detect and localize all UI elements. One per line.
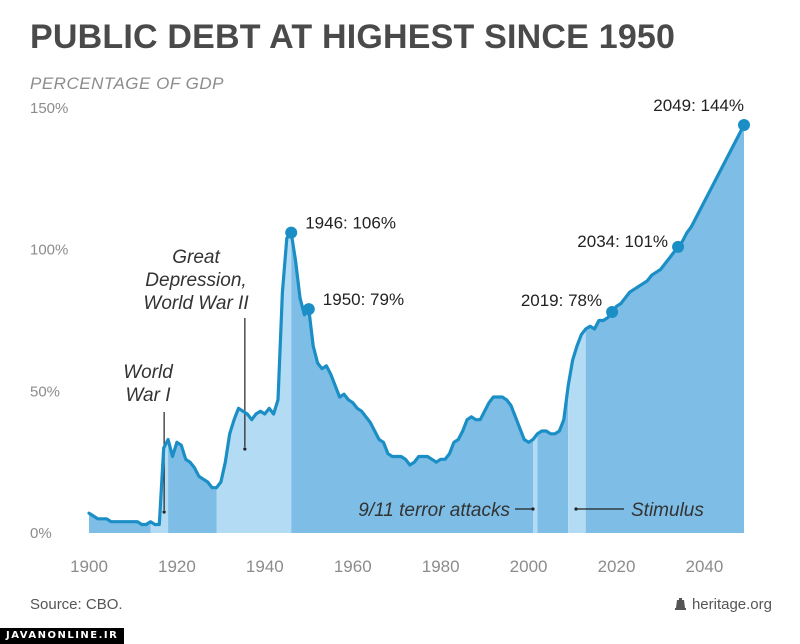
credit[interactable]: heritage.org [674,596,772,613]
x-axis: 1900 1920 1940 1960 1980 2000 2020 2040 [70,557,723,576]
point-2034 [672,240,685,253]
sept11-marker-dot [531,507,535,511]
source-note: Source: CBO. [30,596,123,613]
chart-title: PUBLIC DEBT AT HIGHEST SINCE 1950 [30,18,676,56]
x-tick-label: 1920 [158,557,196,576]
area-period-8 [585,125,744,533]
event-label-stimulus: Stimulus [631,500,704,521]
area-period-7 [568,329,586,533]
chart-subtitle: PERCENTAGE OF GDP [30,74,224,93]
event-label-depression: Depression, [145,270,246,291]
point-1946 [285,226,298,239]
x-tick-label: 2040 [686,557,724,576]
area-period-6 [537,385,569,533]
liberty-bell-icon [674,598,686,610]
point-label-2049: 2049: 144% [653,96,744,115]
point-label-2034: 2034: 101% [577,232,668,251]
x-tick-label: 1940 [246,557,284,576]
area-period-4 [291,232,533,533]
y-tick-label: 150% [30,100,68,117]
point-label-1950: 1950: 79% [323,290,404,309]
area-period-5 [533,433,538,533]
x-tick-label: 1980 [422,557,460,576]
series-line-group [87,123,746,527]
point-2019 [606,306,619,318]
point-1950 [302,303,315,316]
series-line [87,123,746,527]
stimulus-marker-dot [574,507,578,511]
event-label-depression: Great [172,247,220,268]
point-label-2019: 2019: 78% [521,291,602,310]
y-tick-label: 0% [30,525,52,542]
y-axis: 0% 50% 100% 150% [30,100,68,542]
event-label-wwi: War I [125,385,171,406]
event-label-sept11: 9/11 terror attacks [358,500,510,521]
x-tick-label: 2000 [510,557,548,576]
y-tick-label: 50% [30,383,60,400]
credit-label: heritage.org [691,596,772,613]
area-period-2 [168,439,217,533]
y-tick-label: 100% [30,242,68,259]
event-label-depression: World War II [143,293,249,314]
highlight-points [285,119,750,318]
annotation-labels: 1946: 106% 1950: 79% 2019: 78% 2034: 101% 20… [123,96,744,521]
point-label-1946: 1946: 106% [305,214,396,233]
debt-chart: 0% 50% 100% 150% 1900 1920 1940 1960 1980 2000 20… [30,96,750,576]
depression-marker-dot [243,447,247,451]
event-label-wwi: World [123,362,174,383]
wwi-marker-dot [162,510,166,514]
x-tick-label: 1900 [70,557,108,576]
watermark: JAVANONLINE.IR [0,628,125,644]
x-tick-label: 2020 [598,557,636,576]
area-fills [89,125,744,533]
point-2049 [738,119,750,131]
area-period-3 [216,232,292,533]
x-tick-label: 1960 [334,557,372,576]
